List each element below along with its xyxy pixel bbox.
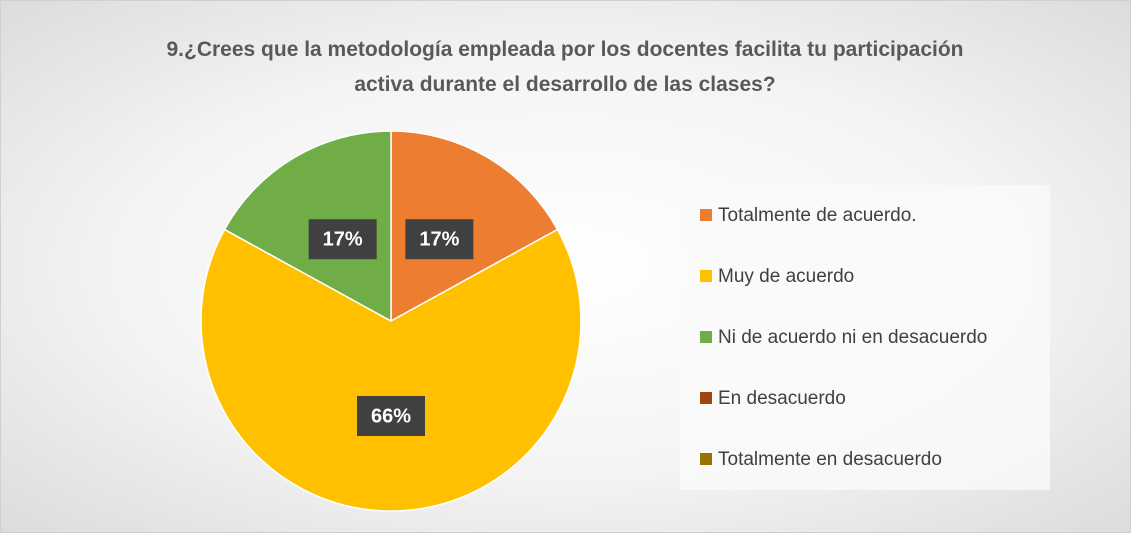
pie-slice bbox=[390, 130, 559, 323]
legend-swatch bbox=[700, 209, 712, 221]
legend-label: Ni de acuerdo ni en desacuerdo bbox=[718, 327, 987, 348]
data-label: 66% bbox=[371, 405, 411, 427]
data-label: 17% bbox=[323, 229, 363, 251]
legend-label: Totalmente en desacuerdo bbox=[718, 449, 942, 470]
legend-swatch bbox=[700, 453, 712, 465]
pie-slice bbox=[200, 228, 582, 512]
data-label-box bbox=[405, 219, 474, 260]
legend-label: En desacuerdo bbox=[718, 388, 846, 409]
legend-label: Totalmente de acuerdo. bbox=[718, 205, 917, 226]
legend-box bbox=[680, 185, 1050, 490]
pie-slice bbox=[223, 130, 392, 323]
legend-swatch bbox=[700, 392, 712, 404]
chart-title: 9.¿Crees que la metodología empleada por… bbox=[166, 38, 964, 96]
data-label-box bbox=[357, 396, 425, 436]
legend-swatch bbox=[700, 270, 712, 282]
data-label-box bbox=[308, 219, 377, 260]
legend-label: Muy de acuerdo bbox=[718, 266, 854, 287]
legend-swatch bbox=[700, 331, 712, 343]
data-label: 17% bbox=[419, 229, 459, 251]
